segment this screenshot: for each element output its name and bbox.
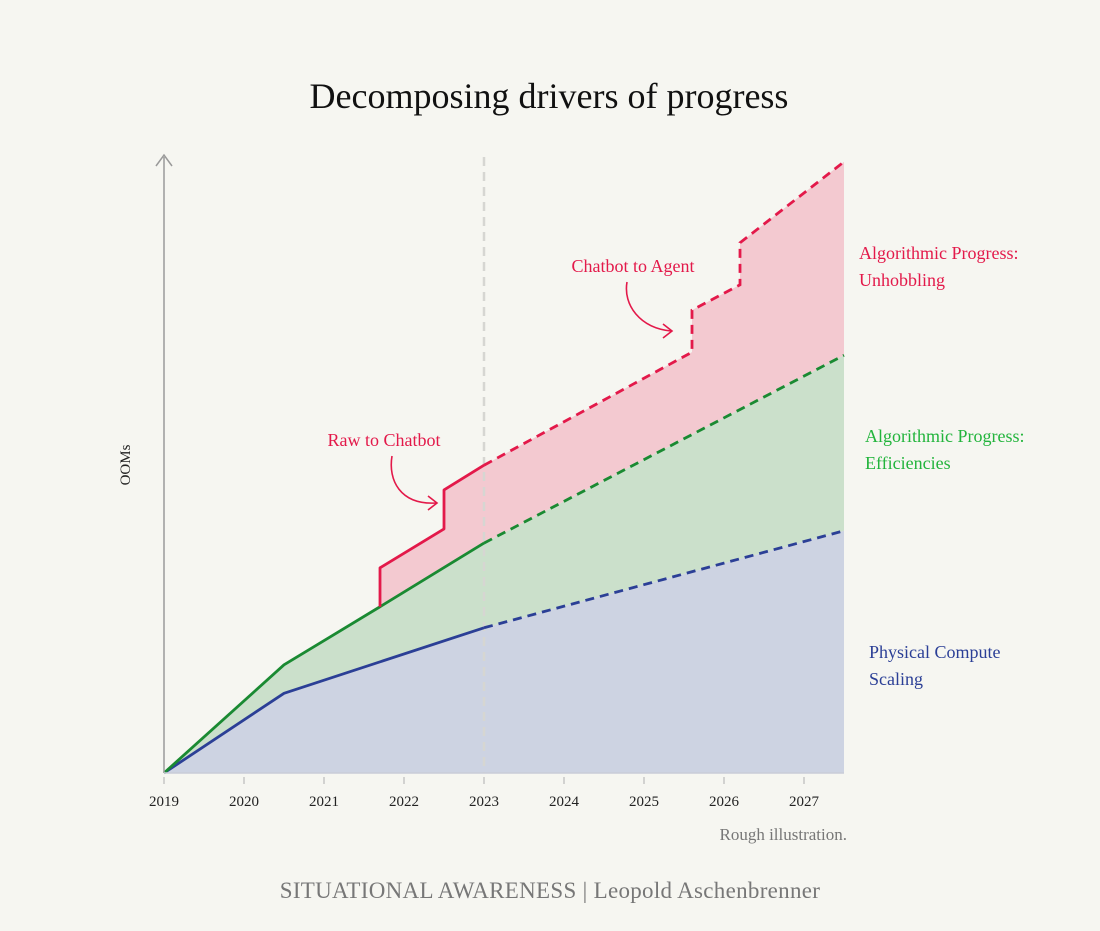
arrowhead-icon (427, 495, 439, 511)
arrowhead-icon (662, 323, 674, 339)
legend-label-line1: Algorithmic Progress: (859, 243, 1019, 263)
line-physical-compute-projected (483, 529, 845, 630)
x-tick-label: 2022 (389, 794, 419, 810)
annotation-label: Chatbot to Agent (572, 256, 695, 276)
y-axis-label: OOMs (118, 444, 134, 485)
annotation-label: Raw to Chatbot (328, 430, 441, 450)
area-efficiencies (164, 355, 844, 773)
line-unhobbling-historical (378, 464, 485, 607)
annotation-arrow-icon (390, 455, 437, 504)
area-unhobbling (380, 161, 844, 607)
legend-label-line2: Unhobbling (859, 270, 945, 290)
x-tick-label: 2023 (469, 794, 499, 810)
line-efficiencies-historical (163, 541, 485, 775)
legend-label-line2: Scaling (869, 669, 923, 689)
legend-label-line1: Physical Compute (869, 642, 1001, 662)
x-tick-label: 2026 (709, 794, 740, 810)
legend-label-line1: Algorithmic Progress: (865, 426, 1025, 446)
legend-label-line2: Efficiencies (865, 453, 951, 473)
annotation-arrow-icon (625, 281, 672, 332)
x-tick-label: 2020 (229, 794, 259, 810)
y-axis-arrow-icon (155, 153, 173, 167)
footer: SITUATIONAL AWARENESS | Leopold Aschenbr… (280, 878, 821, 903)
chart-title: Decomposing drivers of progress (310, 76, 789, 116)
x-tick-label: 2019 (149, 794, 179, 810)
line-physical-compute-historical (163, 626, 485, 775)
note: Rough illustration. (720, 825, 848, 844)
x-tick-label: 2025 (629, 794, 659, 810)
x-tick-label: 2021 (309, 794, 339, 810)
line-unhobbling-projected (483, 160, 845, 467)
line-efficiencies-projected (483, 353, 845, 545)
area-physical-compute (164, 530, 844, 773)
x-tick-label: 2027 (789, 794, 820, 810)
x-tick-label: 2024 (549, 794, 580, 810)
